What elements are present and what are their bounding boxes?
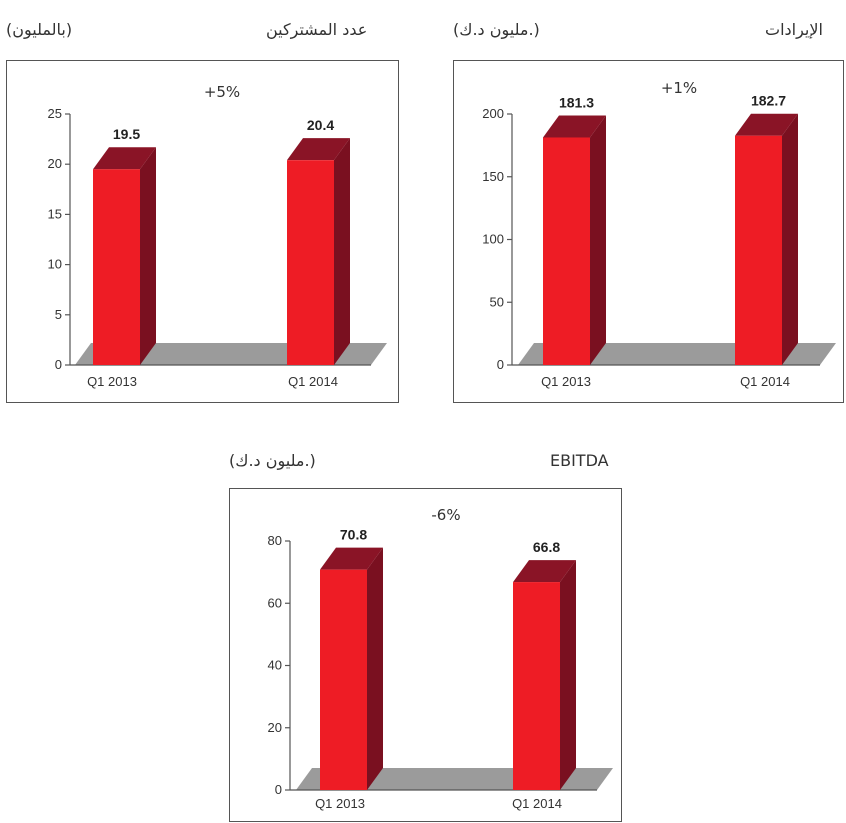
bar-side xyxy=(334,138,350,365)
bar-value-label: 70.8 xyxy=(340,527,367,543)
chart-revenue-change: +1% xyxy=(660,79,698,97)
bar-value-label: 20.4 xyxy=(307,117,334,133)
y-tick-label: 20 xyxy=(48,156,62,171)
y-tick-label: 40 xyxy=(268,658,282,673)
bar-side xyxy=(782,113,798,365)
bar-side xyxy=(367,547,383,790)
y-tick-label: 150 xyxy=(482,169,504,184)
x-tick-label: Q1 2014 xyxy=(740,374,790,389)
y-tick-label: 80 xyxy=(268,533,282,548)
bar xyxy=(543,137,590,365)
chart-ebitda-unit: (مليون د.ك.) xyxy=(229,451,316,470)
chart-revenue-svg: 0 50 100 150 200 181.3 182.7 Q1 2013 Q1 2014 xyxy=(482,93,836,389)
bar xyxy=(513,582,560,790)
chart-revenue-unit: (مليون د.ك.) xyxy=(453,20,540,39)
bar-top xyxy=(543,115,606,138)
chart-subscribers-svg: 0 5 10 15 20 25 19.5 20.4 Q1 2013 Q1 2014 xyxy=(48,106,387,389)
y-tick-label: 0 xyxy=(275,782,282,797)
chart-subscribers-unit: (بالمليون) xyxy=(6,20,73,39)
bar xyxy=(287,160,334,365)
bar-side xyxy=(560,560,576,790)
x-tick-label: Q1 2013 xyxy=(87,374,137,389)
bar xyxy=(735,135,782,365)
y-tick-label: 20 xyxy=(268,720,282,735)
y-tick-label: 15 xyxy=(48,206,62,221)
y-tick-label: 200 xyxy=(482,106,504,121)
bar-value-label: 66.8 xyxy=(533,539,560,555)
bar-top xyxy=(93,147,156,170)
chart-subscribers-panel: 0 5 10 15 20 25 19.5 20.4 Q1 2013 Q1 2014 +5% xyxy=(6,60,399,403)
bar-value-label: 182.7 xyxy=(751,93,786,109)
x-tick-label: Q1 2013 xyxy=(315,796,365,811)
chart-ebitda-panel: 0 20 40 60 80 70.8 66.8 Q1 2013 Q1 2014 -6% xyxy=(229,488,622,822)
y-tick-label: 0 xyxy=(55,357,62,372)
y-tick-label: 60 xyxy=(268,595,282,610)
bar-side xyxy=(140,147,156,365)
y-tick-label: 5 xyxy=(55,307,62,322)
chart-ebitda-change: -6% xyxy=(431,506,461,524)
y-tick-label: 25 xyxy=(48,106,62,121)
x-tick-label: Q1 2013 xyxy=(541,374,591,389)
bar xyxy=(93,169,140,365)
bar xyxy=(320,569,367,790)
chart-ebitda-title: EBITDA xyxy=(550,451,609,470)
bar-top xyxy=(513,560,576,583)
bar-top xyxy=(320,547,383,570)
x-tick-label: Q1 2014 xyxy=(288,374,338,389)
bar-value-label: 181.3 xyxy=(559,94,594,110)
chart-ebitda-svg: 0 20 40 60 80 70.8 66.8 Q1 2013 Q1 2014 xyxy=(268,527,613,811)
bar-top xyxy=(287,138,350,161)
chart-revenue-title: الإيرادات xyxy=(765,20,823,39)
y-tick-label: 50 xyxy=(490,294,504,309)
bar-side xyxy=(590,115,606,365)
y-tick-label: 10 xyxy=(48,257,62,272)
chart-subscribers-title: عدد المشتركين xyxy=(266,20,368,39)
y-tick-label: 100 xyxy=(482,232,504,247)
chart-subscribers-change: +5% xyxy=(203,83,241,101)
y-tick-label: 0 xyxy=(497,357,504,372)
x-tick-label: Q1 2014 xyxy=(512,796,562,811)
bar-top xyxy=(735,113,798,136)
chart-revenue-panel: 0 50 100 150 200 181.3 182.7 Q1 2013 Q1 2014 +1% xyxy=(453,60,844,403)
bar-value-label: 19.5 xyxy=(113,126,140,142)
